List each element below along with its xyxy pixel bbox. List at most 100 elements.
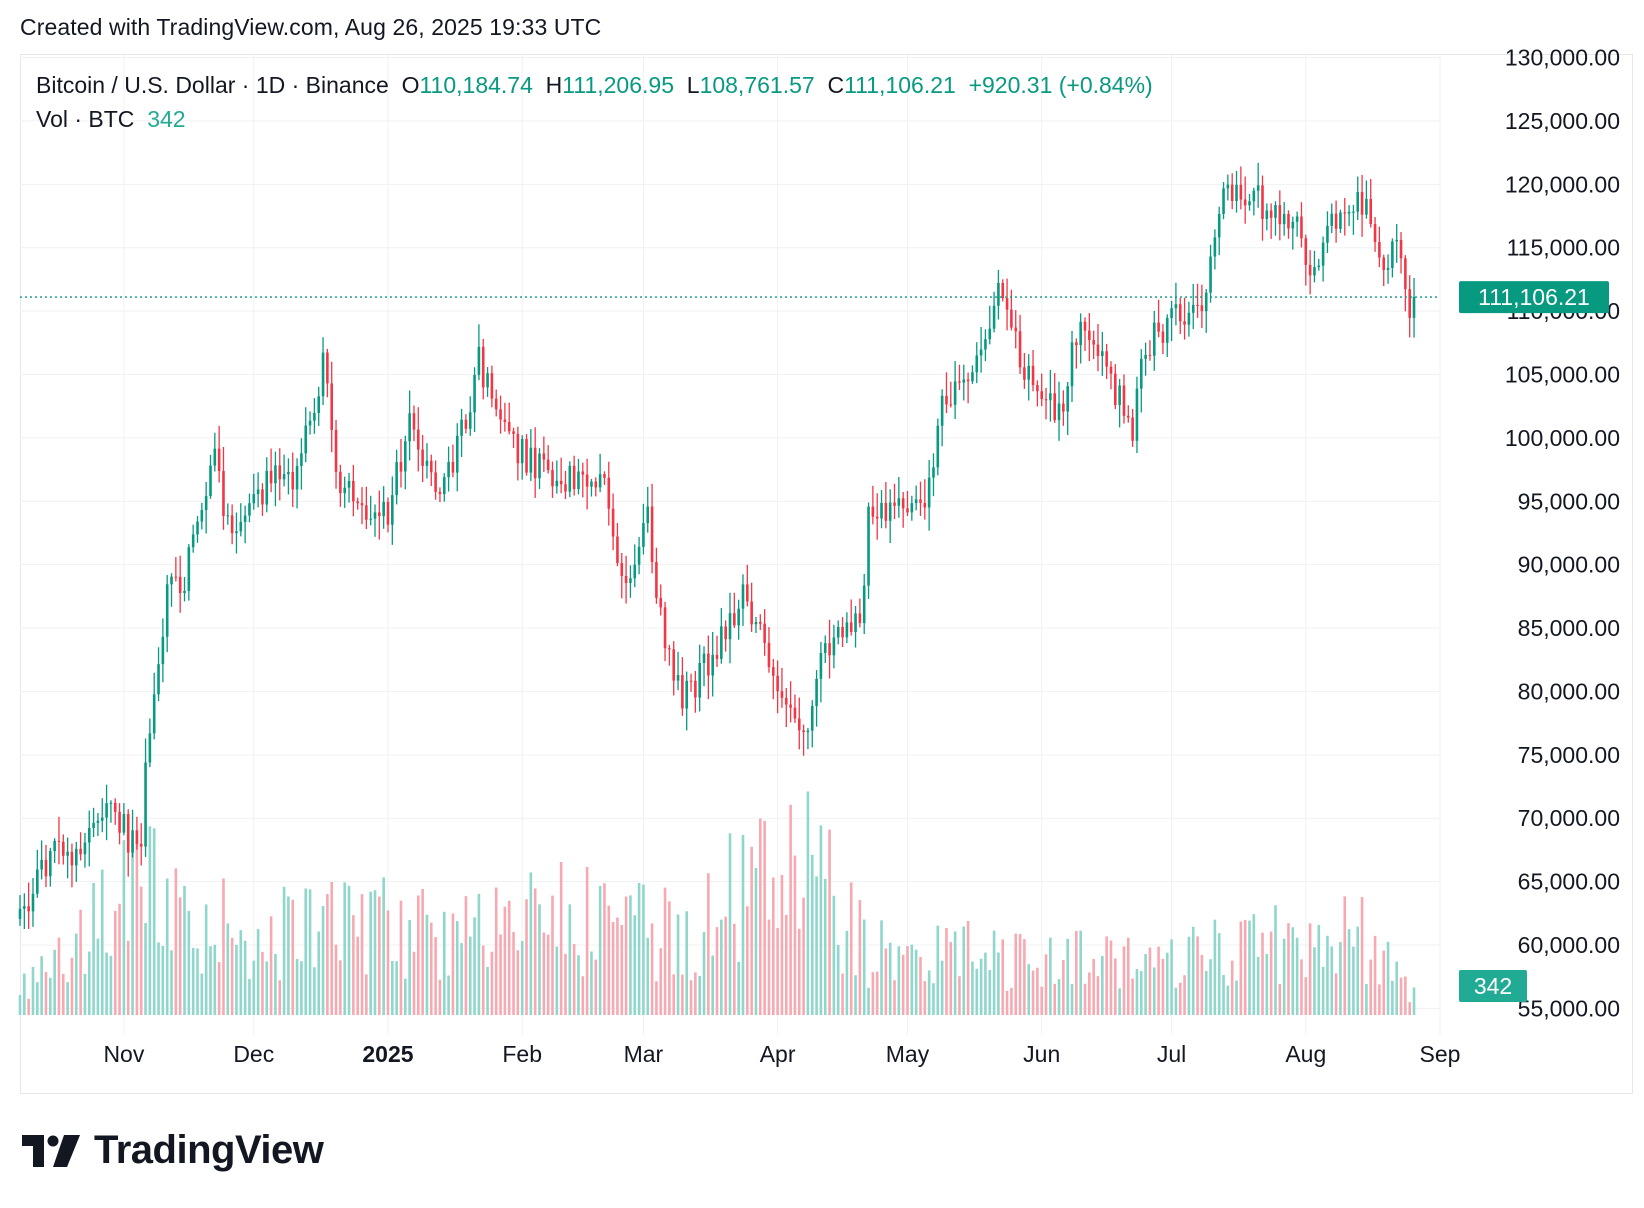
candle [213,432,217,472]
volume-bar [494,887,498,1015]
candle [494,389,498,417]
volume-bar [1317,924,1321,1015]
candle [516,426,520,481]
candle-body [1023,367,1026,380]
volume-bar [308,889,312,1015]
price-axis[interactable]: 55,000.00 60,000.00 65,000.00 70,000.00 75,0… [1505,45,1620,1022]
volume-bar [161,945,165,1015]
volume-bar [126,940,130,1015]
candle [499,395,502,434]
volume-bar [1308,923,1312,1015]
volume-bar [997,952,1000,1015]
candle-body [672,649,676,681]
y-tick-label: 75,000.00 [1518,742,1620,768]
candle [287,458,290,495]
candle-body [79,848,82,855]
candle-body [533,447,537,479]
candle-body [581,471,585,475]
time-axis[interactable]: Nov Dec 2025 Feb Mar Apr May Jun Jul Aug Sep [103,1041,1460,1067]
volume-bar [1334,973,1338,1015]
volume-bar [962,926,966,1015]
candle-body [1114,373,1117,406]
candle [1347,205,1351,227]
candle [858,598,862,628]
volume-bar [36,982,39,1015]
last-price-badge: 111,106.21 [1459,281,1609,314]
candle [1382,254,1386,287]
volume-bar [1287,923,1290,1015]
candle-body [118,811,121,833]
volume-bar [1256,956,1260,1015]
volume-bar [581,976,585,1015]
symbol-description[interactable]: Bitcoin / U.S. Dollar · 1D · Binance [36,72,389,98]
candle-body [923,503,927,508]
y-tick-label: 130,000.00 [1505,45,1620,71]
candle-body [854,613,857,633]
candle-body [750,601,753,625]
volume-bar [603,883,606,1015]
candle [1122,374,1126,424]
volume-bar [971,961,974,1015]
candle [841,617,844,648]
volume-bar [1261,932,1264,1015]
volume-bar [815,876,818,1015]
volume-legend: Vol · BTC 342 [36,106,186,133]
volume-bar [668,901,671,1015]
volume-bar [1274,905,1277,1015]
candle [797,697,801,750]
volume-bar [784,914,788,1015]
candle-body [780,691,784,698]
candle-body [343,487,346,494]
volume-bar [1001,939,1005,1015]
candle-body [36,869,39,894]
candle [707,635,710,700]
candle-body [1066,386,1069,412]
candle [1079,313,1082,364]
candle [910,495,914,521]
volume-bar [893,980,896,1015]
volume-bar [650,923,654,1015]
volume-bar [1248,920,1251,1015]
candle-body [763,623,766,643]
volume-bar [529,872,533,1015]
candle [429,454,433,487]
volume-bar [979,958,983,1015]
candle-body [144,762,147,847]
volume-bar [1027,964,1031,1015]
candle [1092,330,1095,360]
volume-bar [373,890,377,1015]
candle [382,486,385,529]
candle-body [252,494,256,504]
candle [953,361,957,419]
candle-body [339,471,342,494]
volume-bar [841,973,844,1015]
candle [1308,250,1312,295]
candle [330,361,334,453]
candle [1326,211,1329,253]
volume-bar [741,834,745,1015]
volume-bar [1265,953,1269,1015]
volume-bar [836,945,840,1015]
volume-bar [40,956,43,1015]
candle-body [629,578,632,583]
volume-bar [1010,987,1013,1015]
volume-bar [642,884,645,1015]
candle-body [858,613,862,624]
volume-bar [832,895,836,1015]
candle [1005,278,1009,331]
candle-body [408,413,411,442]
volume-label[interactable]: Vol · BTC [36,106,135,132]
volume-bar [1118,988,1121,1015]
volume-bar [118,903,121,1015]
tradingview-brand[interactable]: TradingView [22,1128,324,1173]
volume-bar [239,930,243,1015]
candle [425,443,429,479]
candle-body [1317,265,1321,268]
candle [352,464,355,517]
candle [278,448,282,501]
candle [1226,174,1230,201]
candle [1014,310,1018,349]
candle-body [1308,264,1312,276]
candle [473,367,476,432]
